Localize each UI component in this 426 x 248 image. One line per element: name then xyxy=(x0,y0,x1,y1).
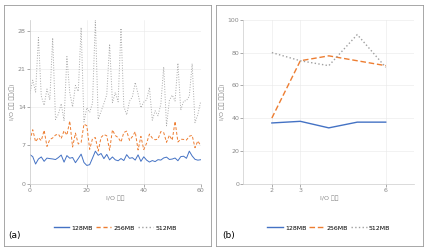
X-axis label: I/O 회수: I/O 회수 xyxy=(106,195,124,201)
Y-axis label: I/O 평균 시간(초): I/O 평균 시간(초) xyxy=(9,83,15,120)
Legend: 128MB, 256MB, 512MB: 128MB, 256MB, 512MB xyxy=(264,223,392,233)
Y-axis label: I/O 평균 시간(초): I/O 평균 시간(초) xyxy=(219,83,225,120)
Text: (b): (b) xyxy=(222,231,234,240)
Legend: 128MB, 256MB, 512MB: 128MB, 256MB, 512MB xyxy=(51,223,179,233)
Text: (a): (a) xyxy=(9,231,21,240)
X-axis label: I/O 회수: I/O 회수 xyxy=(319,195,337,201)
